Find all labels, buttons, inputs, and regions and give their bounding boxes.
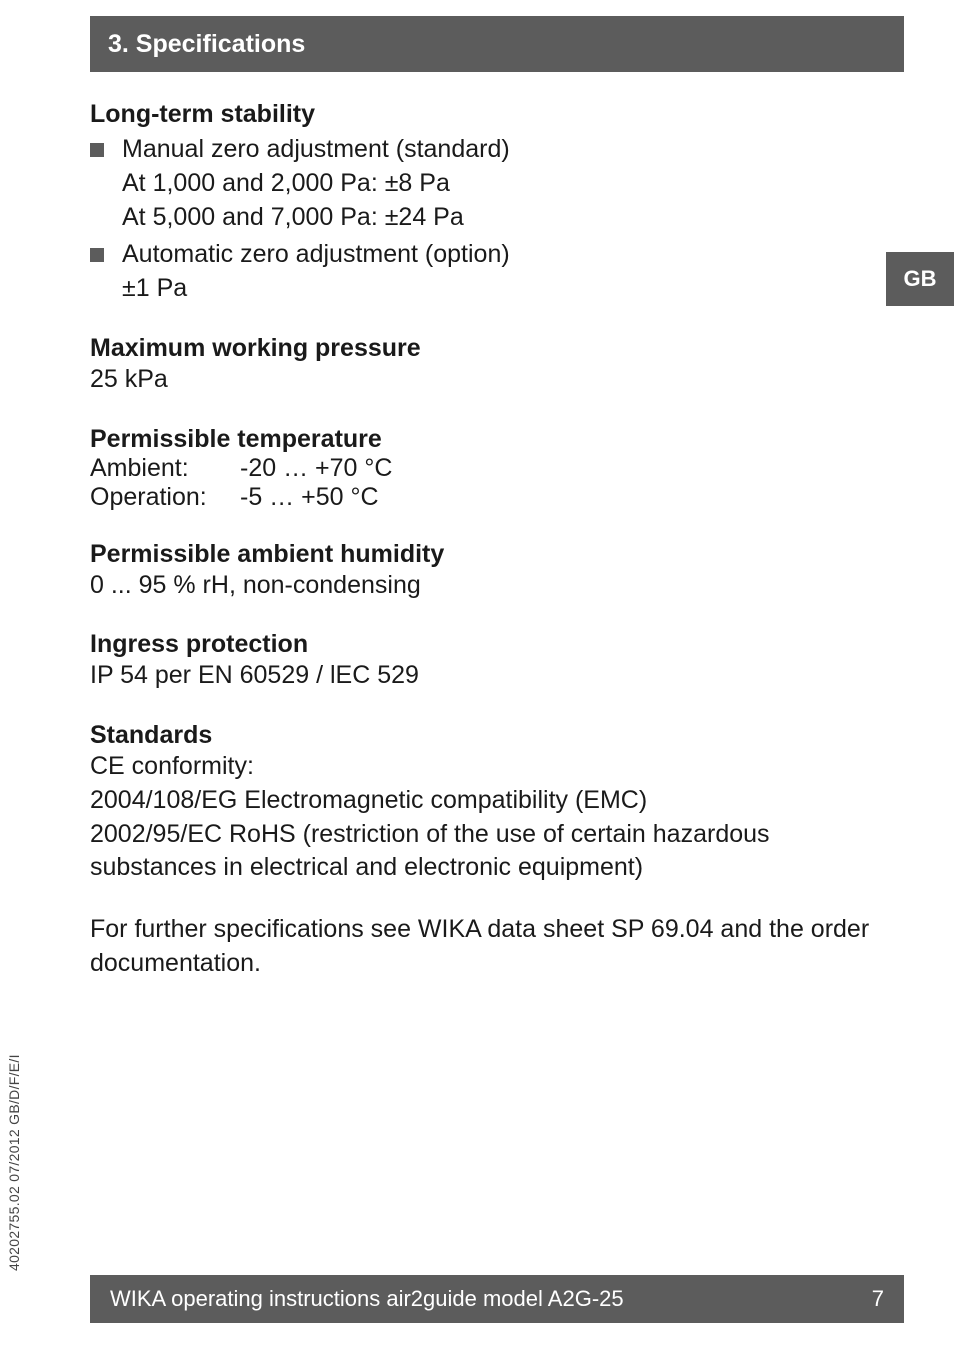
heading-ingress-protection: Ingress protection [90,630,890,659]
further-note-text: For further specifications see WIKA data… [90,913,890,981]
heading-max-working-pressure: Maximum working pressure [90,334,890,363]
standards-line1: CE conformity: [90,750,890,784]
bullet-auto-zero: Automatic zero adjustment (option) [90,238,890,272]
spec-long-term-stability: Long-term stability Manual zero adjustme… [90,100,890,306]
spec-max-working-pressure: Maximum working pressure 25 kPa [90,334,890,397]
temp-operation-value: -5 … +50 °C [240,483,379,512]
document-id: 40202755.02 07/2012 GB/D/F/E/I [6,1054,22,1271]
ingress-protection-value: IP 54 per EN 60529 / lEC 529 [90,659,890,693]
spec-standards: Standards CE conformity: 2004/108/EG Ele… [90,721,890,885]
auto-zero-line1: ±1 Pa [122,272,890,306]
standards-line3: 2002/95/EC RoHS (restriction of the use … [90,818,890,886]
spec-permissible-temperature: Permissible temperature Ambient: -20 … +… [90,425,890,512]
footer-bar: WIKA operating instructions air2guide mo… [90,1275,904,1323]
max-working-pressure-value: 25 kPa [90,363,890,397]
bullet-auto-zero-label: Automatic zero adjustment (option) [122,238,510,272]
temp-ambient-value: -20 … +70 °C [240,454,392,483]
footer-page-number: 7 [872,1286,884,1312]
further-specifications-note: For further specifications see WIKA data… [90,913,890,981]
temp-operation-label: Operation: [90,483,240,512]
language-tab: GB [886,252,954,306]
permissible-humidity-value: 0 ... 95 % rH, non-condensing [90,569,890,603]
standards-line2: 2004/108/EG Electromagnetic compatibilit… [90,784,890,818]
heading-standards: Standards [90,721,890,750]
square-bullet-icon [90,143,104,157]
language-tab-label: GB [904,266,937,292]
heading-permissible-temperature: Permissible temperature [90,425,890,454]
heading-permissible-humidity: Permissible ambient humidity [90,540,890,569]
footer-left-text: WIKA operating instructions air2guide mo… [110,1286,624,1312]
spec-ingress-protection: Ingress protection IP 54 per EN 60529 / … [90,630,890,693]
temp-ambient-row: Ambient: -20 … +70 °C [90,454,890,483]
content-area: Long-term stability Manual zero adjustme… [90,100,890,981]
bullet-manual-zero: Manual zero adjustment (standard) [90,133,890,167]
temp-ambient-label: Ambient: [90,454,240,483]
heading-long-term-stability: Long-term stability [90,100,890,129]
section-heading-text: 3. Specifications [108,30,305,59]
temp-operation-row: Operation: -5 … +50 °C [90,483,890,512]
spec-permissible-humidity: Permissible ambient humidity 0 ... 95 % … [90,540,890,603]
manual-zero-line1: At 1,000 and 2,000 Pa: ±8 Pa [122,167,890,201]
square-bullet-icon [90,248,104,262]
page: 3. Specifications GB Long-term stability… [0,0,954,1345]
bullet-manual-zero-label: Manual zero adjustment (standard) [122,133,510,167]
manual-zero-line2: At 5,000 and 7,000 Pa: ±24 Pa [122,201,890,235]
section-heading-bar: 3. Specifications [90,16,904,72]
